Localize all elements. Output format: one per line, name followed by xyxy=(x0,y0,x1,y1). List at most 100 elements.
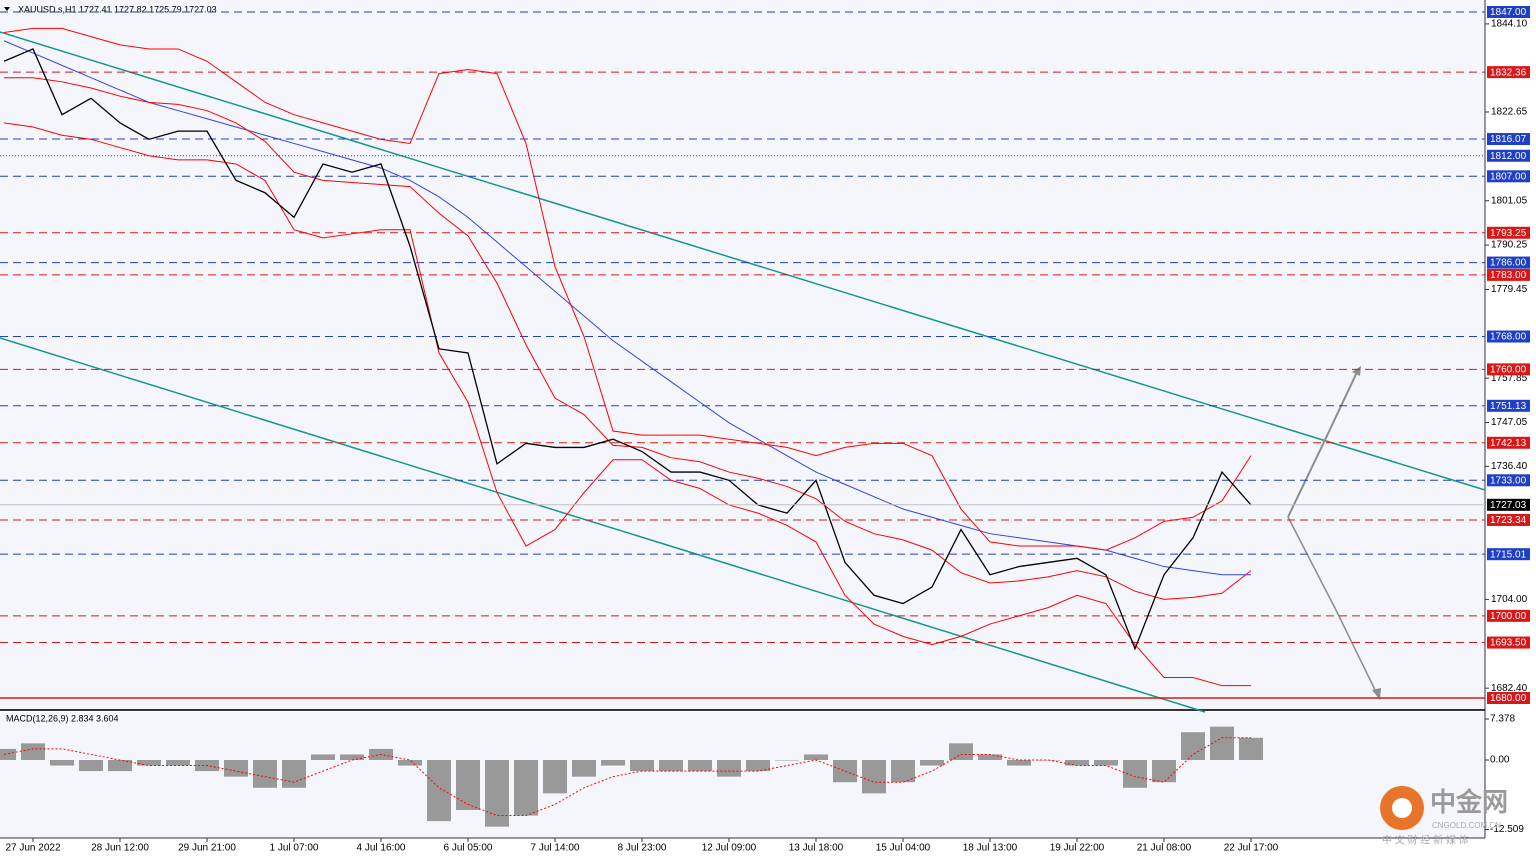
trend-line xyxy=(0,337,1206,713)
y-tick-label: 1736.40 xyxy=(1491,461,1528,472)
level-box xyxy=(1487,256,1530,269)
x-tick-label: 18 Jul 13:00 xyxy=(963,843,1018,854)
x-tick-label: 4 Jul 16:00 xyxy=(357,843,406,854)
x-tick-label: 21 Jul 08:00 xyxy=(1137,843,1192,854)
macd-bar xyxy=(137,760,161,766)
y-tick-label: 1844.10 xyxy=(1491,19,1528,30)
x-tick-label: 29 Jun 21:00 xyxy=(178,843,236,854)
y-tick-label: 1790.25 xyxy=(1491,240,1528,251)
projection-arrow xyxy=(1287,516,1379,697)
macd-y-tick-label: 7.378 xyxy=(1490,714,1515,725)
x-tick-label: 28 Jun 12:00 xyxy=(91,843,149,854)
x-tick-label: 8 Jul 23:00 xyxy=(618,843,667,854)
macd-bar xyxy=(0,748,16,760)
y-tick-label: 1747.05 xyxy=(1491,417,1528,428)
macd-bar xyxy=(398,760,422,766)
level-box xyxy=(1487,149,1530,162)
macd-bar xyxy=(21,743,45,760)
macd-bar xyxy=(514,760,538,816)
y-tick-label: 1757.85 xyxy=(1491,373,1528,384)
current-price-box xyxy=(1487,498,1530,511)
macd-bar xyxy=(311,754,335,760)
macd-bar xyxy=(688,760,712,772)
projection-arrow xyxy=(1287,369,1359,518)
macd-y-tick-label: -12.509 xyxy=(1490,824,1524,835)
level-label: 1723.34 xyxy=(1490,515,1527,526)
macd-bar xyxy=(833,760,857,783)
x-tick-label: 12 Jul 09:00 xyxy=(702,843,757,854)
x-tick-label: 27 Jun 2022 xyxy=(5,843,60,854)
macd-bar xyxy=(978,754,1002,760)
x-tick-label: 13 Jul 18:00 xyxy=(789,843,844,854)
site: CNGOLD.COM.CN xyxy=(1432,821,1501,830)
level-label: 1816.07 xyxy=(1490,134,1527,145)
level-box xyxy=(1487,133,1530,146)
main-pane xyxy=(0,0,1485,710)
macd-bar xyxy=(717,760,741,777)
level-box xyxy=(1487,513,1530,526)
macd-bar xyxy=(1210,726,1234,760)
x-tick-label: 1 Jul 07:00 xyxy=(270,843,319,854)
level-label: 1783.00 xyxy=(1490,270,1527,281)
level-box xyxy=(1487,66,1530,79)
level-label: 1786.00 xyxy=(1490,258,1527,269)
level-box xyxy=(1487,5,1530,18)
macd-pane xyxy=(0,712,1485,838)
level-label: 1715.01 xyxy=(1490,549,1527,560)
macd-bar xyxy=(79,760,103,772)
logo-inner xyxy=(1392,798,1412,818)
title-marker xyxy=(4,7,10,11)
macd-bar xyxy=(543,760,567,794)
y-tick-label: 1682.40 xyxy=(1491,683,1528,694)
x-tick-label: 6 Jul 05:00 xyxy=(444,843,493,854)
level-label: 1760.00 xyxy=(1490,365,1527,376)
macd-bar xyxy=(1239,737,1263,760)
y-tick-label: 1779.45 xyxy=(1491,284,1528,295)
macd-bar xyxy=(456,760,480,810)
indicator-line xyxy=(3,27,1252,551)
macd-bar xyxy=(50,760,74,766)
macd-bar xyxy=(746,760,770,772)
level-box xyxy=(1487,692,1530,705)
x-tick-label: 19 Jul 22:00 xyxy=(1050,843,1105,854)
price-line xyxy=(3,48,1252,651)
current-price-label: 1727.03 xyxy=(1490,500,1527,511)
y-tick-label: 1704.00 xyxy=(1491,594,1528,605)
level-label: 1680.00 xyxy=(1490,693,1527,704)
indicator-line xyxy=(4,77,1252,600)
level-label: 1693.50 xyxy=(1490,638,1527,649)
level-label: 1742.13 xyxy=(1490,438,1527,449)
macd-bar xyxy=(224,760,248,777)
macd-bar xyxy=(253,760,277,788)
arrow-head xyxy=(1372,688,1381,700)
macd-bar xyxy=(1094,760,1118,766)
level-label: 1812.00 xyxy=(1490,151,1527,162)
watermark: 中金网 CNGOLD.COM.CN 中 文 财 经 新 媒 体 xyxy=(1380,786,1508,847)
level-box xyxy=(1487,226,1530,239)
level-box xyxy=(1487,268,1530,281)
macd-bar xyxy=(1065,760,1089,766)
indicator-line xyxy=(3,122,1251,687)
macd-bar xyxy=(282,760,306,788)
macd-bar xyxy=(166,760,190,766)
level-label: 1768.00 xyxy=(1490,332,1527,343)
level-label: 1733.00 xyxy=(1490,475,1527,486)
macd-bar xyxy=(572,760,596,777)
macd-bar xyxy=(601,760,625,766)
level-label: 1847.00 xyxy=(1490,7,1527,18)
y-tick-label: 1801.05 xyxy=(1491,195,1528,206)
macd-title: MACD(12,26,9) 2.834 3.604 xyxy=(6,713,119,723)
macd-bar xyxy=(775,760,799,761)
level-box xyxy=(1487,548,1530,561)
chart-title: XAUUSD.s,H1 1727.41 1727.82 1725.79 1727… xyxy=(18,4,217,14)
level-box xyxy=(1487,399,1530,412)
x-tick-label: 22 Jul 17:00 xyxy=(1224,843,1279,854)
level-label: 1793.25 xyxy=(1490,228,1527,239)
macd-bar xyxy=(630,760,654,772)
macd-bar xyxy=(427,760,451,822)
indicator-line xyxy=(3,40,1251,576)
macd-bar xyxy=(1152,760,1176,783)
level-box xyxy=(1487,363,1530,376)
level-label: 1807.00 xyxy=(1490,171,1527,182)
